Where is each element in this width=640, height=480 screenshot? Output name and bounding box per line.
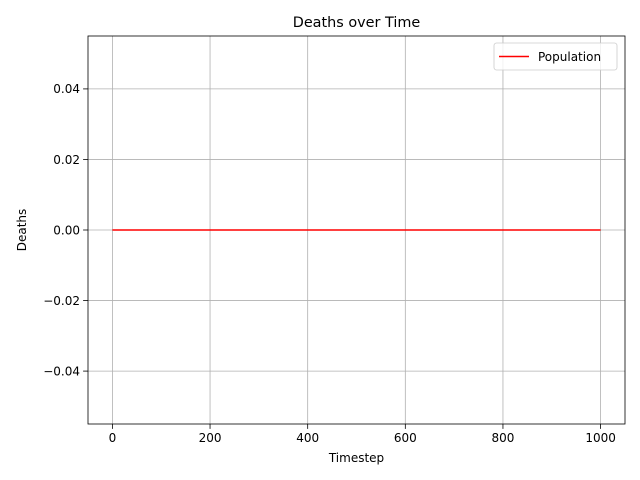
chart-title: Deaths over Time bbox=[293, 15, 421, 31]
x-tick-label: 800 bbox=[492, 431, 515, 445]
x-tick-label: 600 bbox=[394, 431, 417, 445]
legend-label: Population bbox=[538, 50, 601, 64]
x-axis-label: Timestep bbox=[328, 451, 384, 465]
y-axis-label: Deaths bbox=[15, 209, 29, 252]
legend: Population bbox=[493, 42, 618, 71]
legend-box bbox=[493, 42, 618, 71]
y-tick-label: 0.04 bbox=[53, 82, 80, 96]
axis-ticks: 0 200 400 600 800 1000 −0.04 −0.02 0.00 0.02 0.04 bbox=[43, 82, 616, 445]
y-tick-label: 0.02 bbox=[53, 153, 80, 167]
y-tick-label: 0.00 bbox=[53, 223, 80, 237]
x-tick-label: 1000 bbox=[585, 431, 616, 445]
x-tick-label: 0 bbox=[109, 431, 117, 445]
y-tick-label: −0.02 bbox=[43, 294, 80, 308]
x-tick-label: 200 bbox=[199, 431, 222, 445]
x-tick-label: 400 bbox=[296, 431, 319, 445]
y-tick-label: −0.04 bbox=[43, 364, 80, 378]
